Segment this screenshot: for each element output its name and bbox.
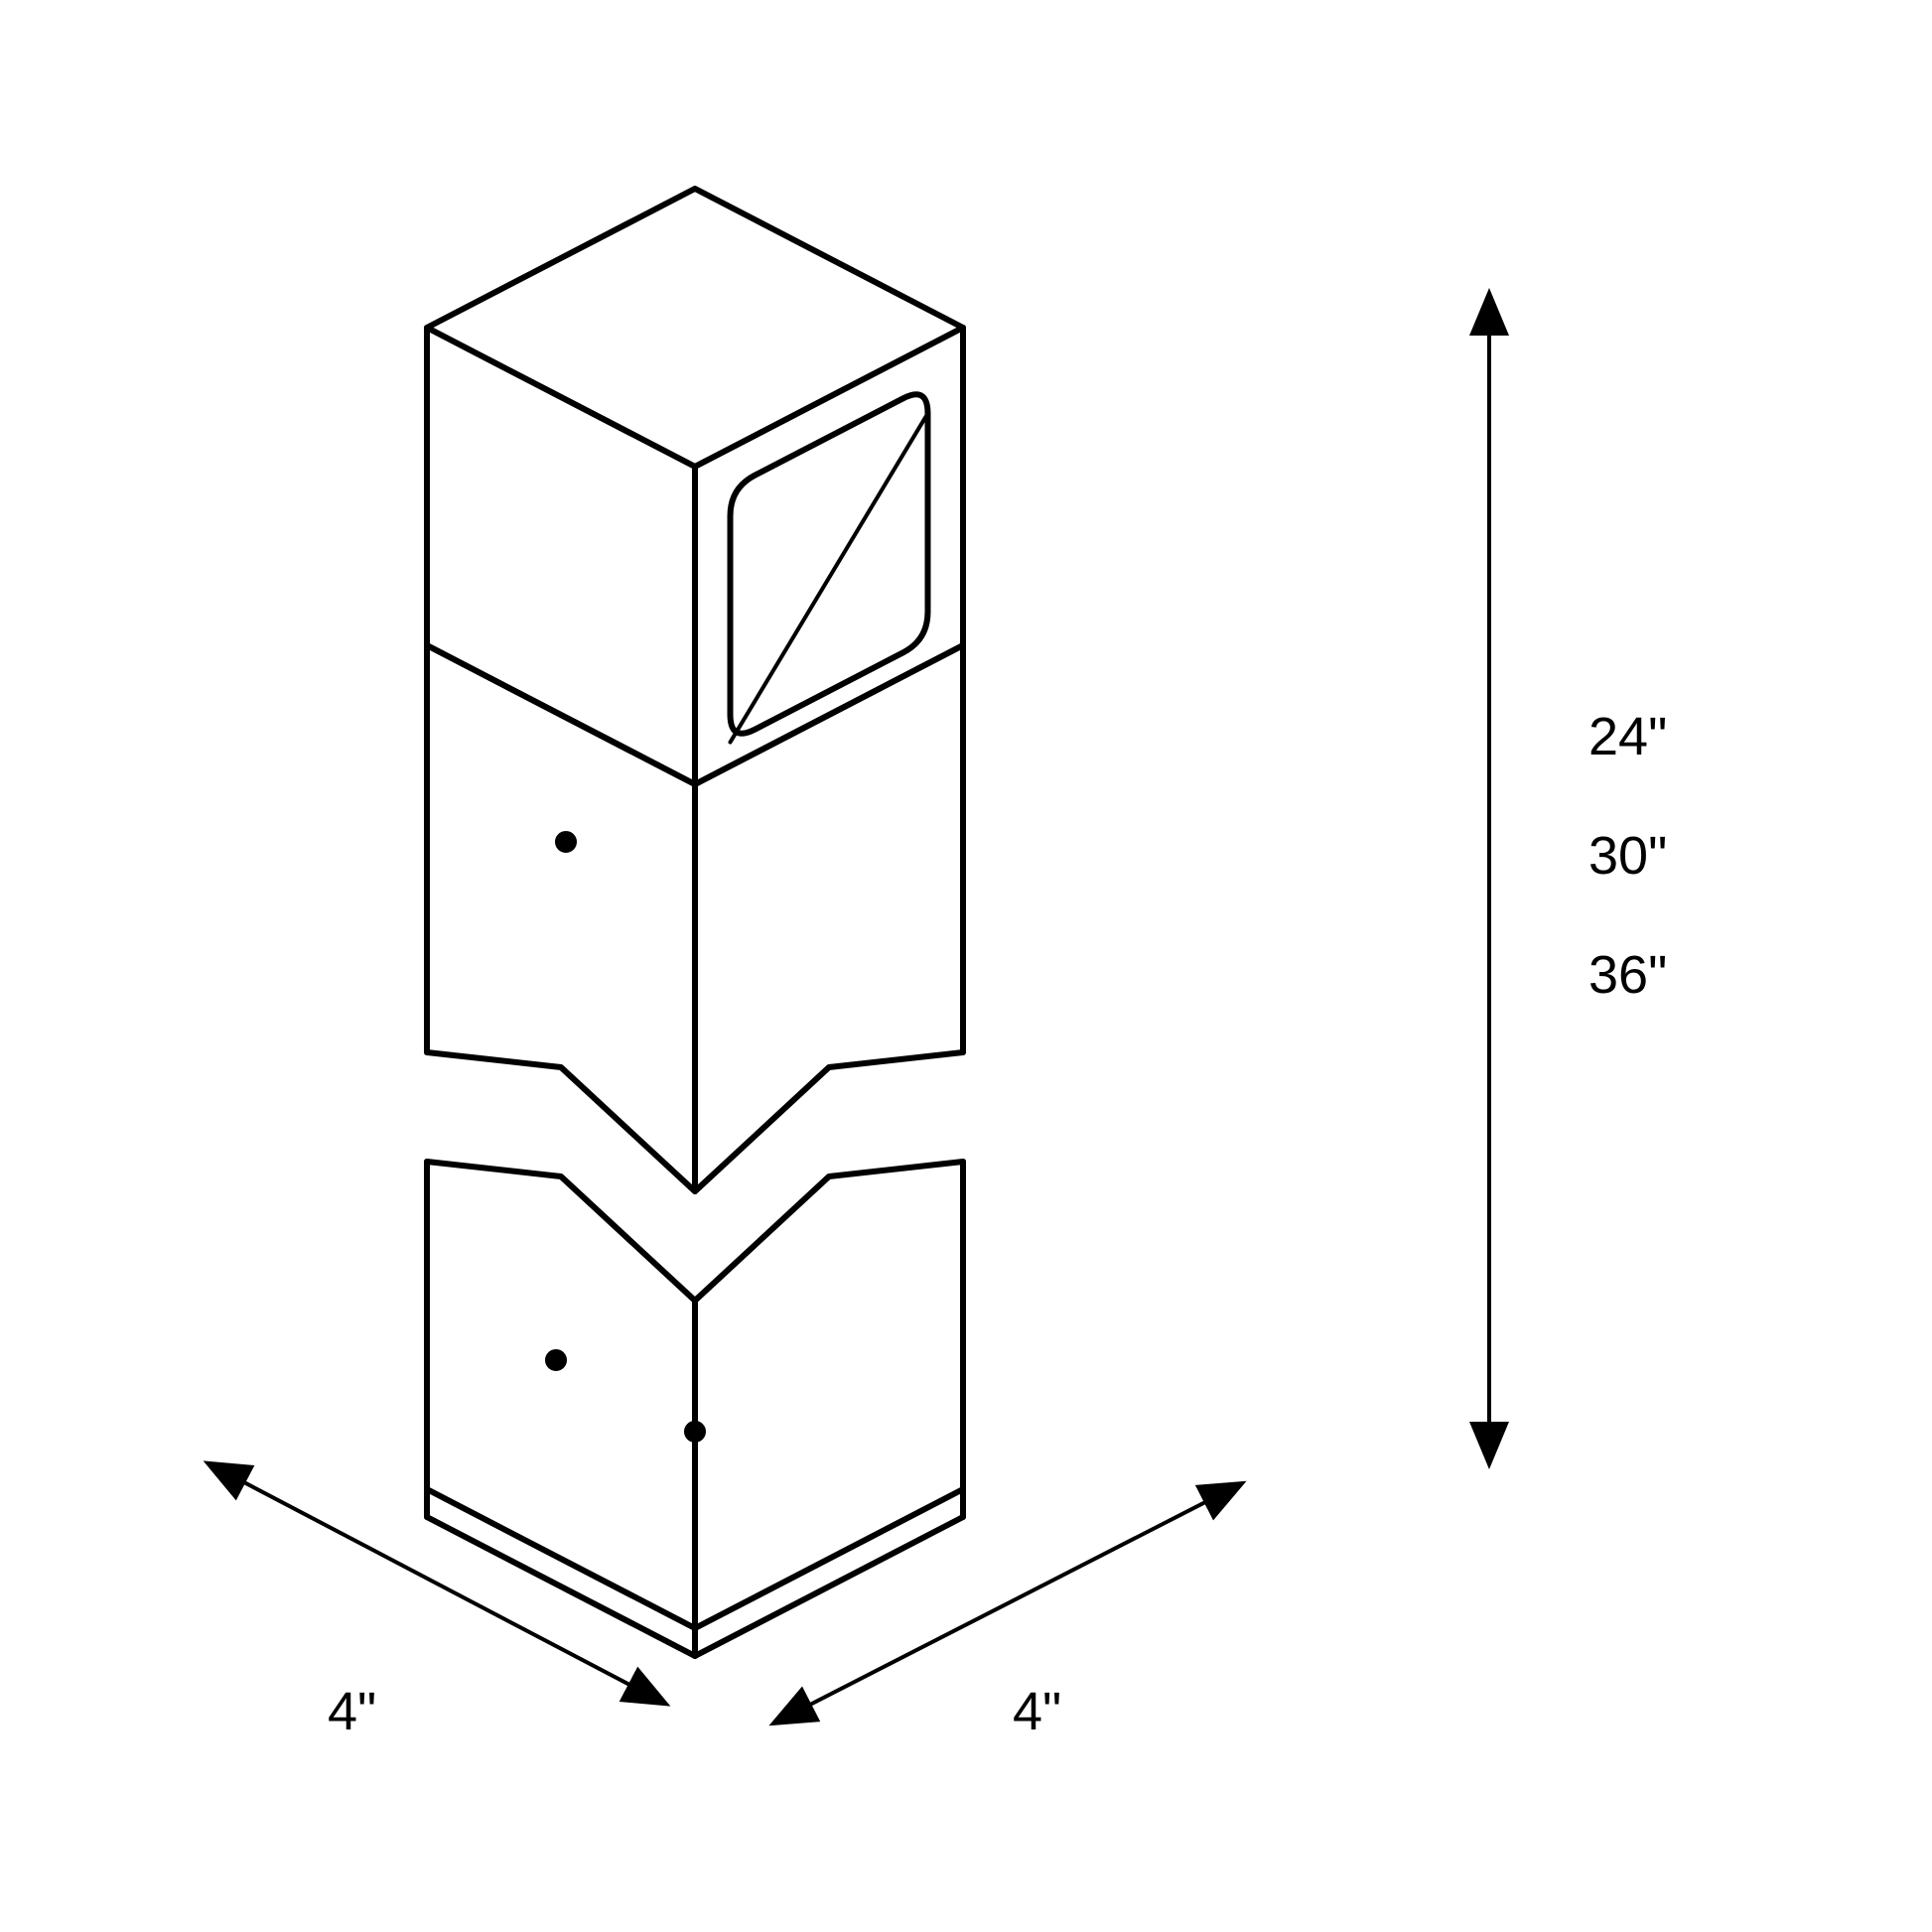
technical-drawing: { "type": "isometric_dimension_drawing",… (0, 0, 1932, 1932)
height-label-1: 24" (1588, 706, 1667, 767)
depth-label: 4" (1013, 1681, 1061, 1742)
height-label-2: 30" (1588, 825, 1667, 887)
height-label-3: 36" (1588, 944, 1667, 1006)
width-label: 4" (328, 1681, 376, 1742)
